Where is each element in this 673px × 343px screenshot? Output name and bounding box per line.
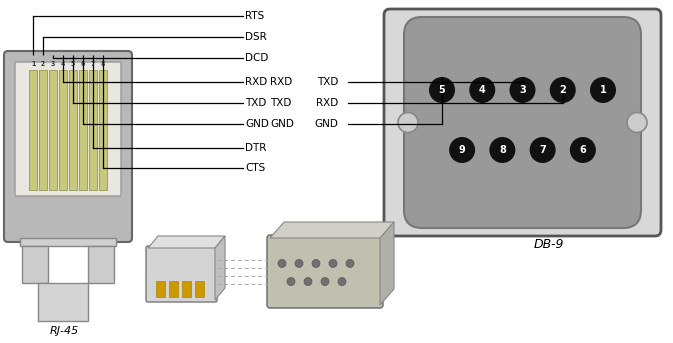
Text: 7: 7 [91,61,95,67]
Polygon shape [148,236,225,248]
Polygon shape [380,222,394,305]
Text: DSR: DSR [245,32,267,42]
Bar [59,70,67,190]
Circle shape [489,137,516,163]
Text: GND: GND [314,119,338,129]
FancyBboxPatch shape [15,62,121,196]
Circle shape [469,77,495,103]
Text: 5: 5 [71,61,75,67]
Text: 8: 8 [101,61,105,67]
Circle shape [449,137,475,163]
Text: DB-9: DB-9 [534,238,564,251]
Circle shape [278,259,286,268]
Text: 4: 4 [479,85,486,95]
Text: RXD: RXD [316,98,338,108]
Bar [22,246,48,283]
Circle shape [304,277,312,286]
Text: CTS: CTS [245,163,265,173]
Text: 1: 1 [600,85,606,95]
Text: TXD: TXD [270,98,291,108]
Bar [195,281,204,297]
Circle shape [429,77,455,103]
Circle shape [509,77,536,103]
Bar [88,246,114,283]
Text: 3: 3 [519,85,526,95]
Circle shape [321,277,329,286]
Text: 2: 2 [41,61,45,67]
Text: GND: GND [245,119,269,129]
Text: 2: 2 [559,85,566,95]
Bar [89,70,98,190]
Circle shape [312,259,320,268]
Text: 9: 9 [459,145,466,155]
Text: 7: 7 [539,145,546,155]
Bar [38,283,88,321]
Text: GND: GND [270,119,294,129]
Text: RTS: RTS [245,11,264,21]
Text: DTR: DTR [245,143,267,153]
Circle shape [627,113,647,132]
Text: 6: 6 [579,145,586,155]
Text: TXD: TXD [245,98,267,108]
Text: DCD: DCD [245,53,269,63]
Bar [169,281,178,297]
Circle shape [550,77,575,103]
Circle shape [338,277,346,286]
Bar [20,238,116,246]
Polygon shape [270,222,394,238]
Text: 1: 1 [31,61,35,67]
Text: 4: 4 [61,61,65,67]
Circle shape [329,259,337,268]
Bar [39,70,47,190]
FancyBboxPatch shape [267,235,383,308]
Bar [79,70,87,190]
Circle shape [346,259,354,268]
Circle shape [295,259,303,268]
FancyBboxPatch shape [146,246,217,302]
Text: RXD: RXD [245,77,267,87]
Circle shape [530,137,556,163]
Bar [156,281,165,297]
Polygon shape [215,236,225,300]
FancyBboxPatch shape [4,51,132,242]
Circle shape [590,77,616,103]
Circle shape [398,113,418,132]
Text: RJ-45: RJ-45 [49,326,79,336]
Text: 6: 6 [81,61,85,67]
Bar [69,70,77,190]
Circle shape [287,277,295,286]
FancyBboxPatch shape [404,17,641,228]
Text: 5: 5 [439,85,446,95]
Bar [182,281,191,297]
FancyBboxPatch shape [384,9,661,236]
Text: 3: 3 [51,61,55,67]
Bar [48,70,57,190]
Text: 8: 8 [499,145,506,155]
Text: RXD: RXD [270,77,292,87]
Text: TXD: TXD [316,77,338,87]
Circle shape [570,137,596,163]
Bar [29,70,37,190]
Bar [99,70,107,190]
